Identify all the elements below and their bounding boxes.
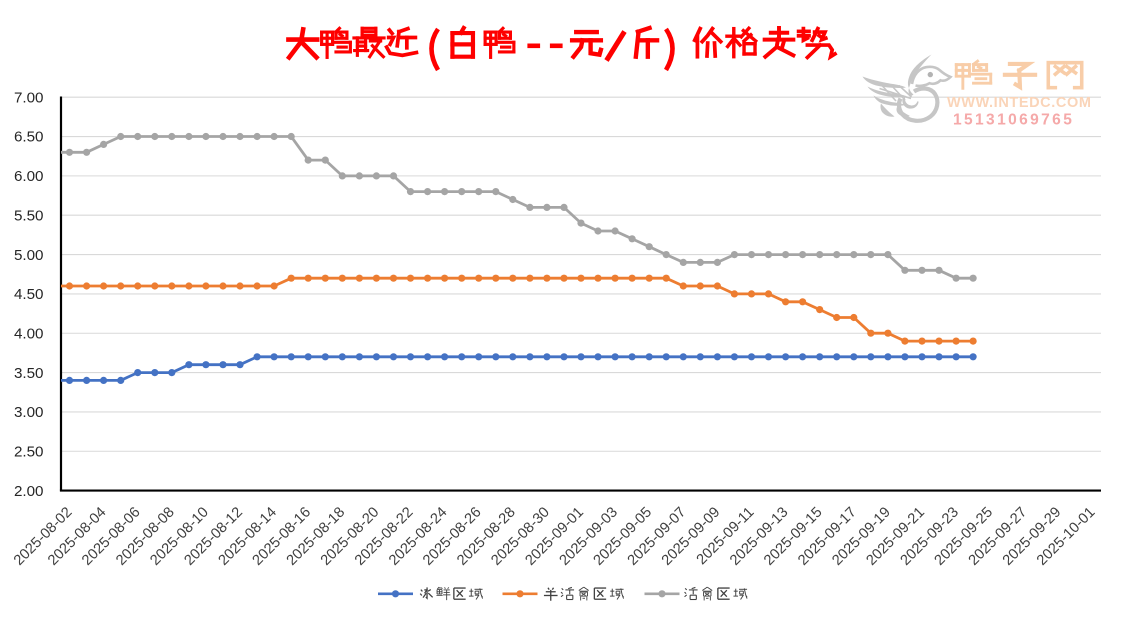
svg-text:4.00: 4.00 xyxy=(14,325,44,342)
svg-text:15131069765: 15131069765 xyxy=(953,112,1074,129)
svg-text:3.50: 3.50 xyxy=(14,365,44,382)
svg-text:2.00: 2.00 xyxy=(14,483,44,500)
svg-text:5.50: 5.50 xyxy=(14,207,44,224)
svg-text:6.50: 6.50 xyxy=(14,129,44,146)
svg-text:6.00: 6.00 xyxy=(14,168,44,185)
svg-text:5.00: 5.00 xyxy=(14,247,44,264)
svg-text:7.00: 7.00 xyxy=(14,89,44,106)
svg-text:4.50: 4.50 xyxy=(14,286,44,303)
svg-text:2.50: 2.50 xyxy=(14,444,44,461)
svg-text:WWW.INTEDC.COM: WWW.INTEDC.COM xyxy=(947,95,1092,111)
svg-text:3.00: 3.00 xyxy=(14,404,44,421)
